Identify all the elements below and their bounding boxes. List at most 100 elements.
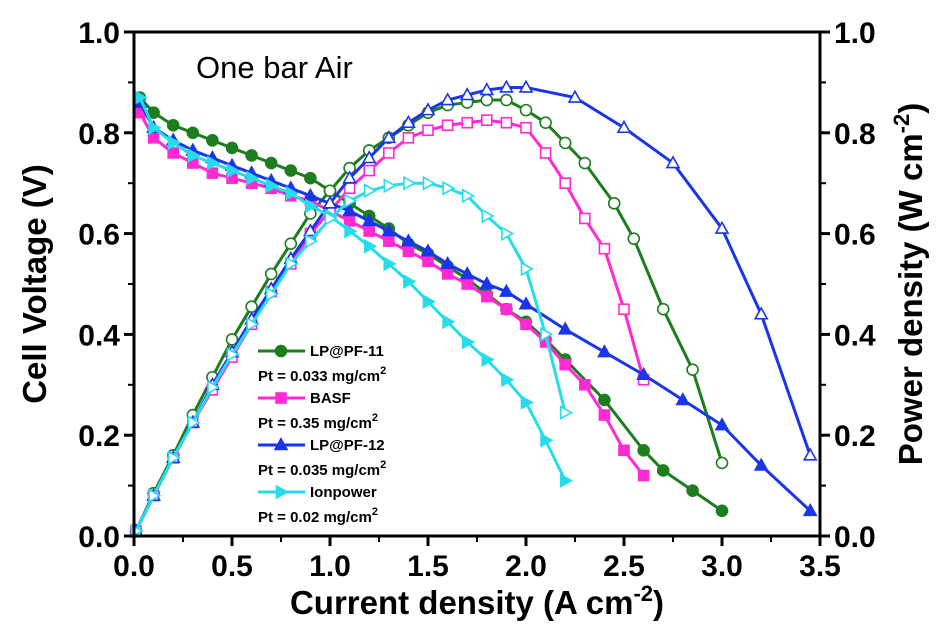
- legend-loading-text: Pt = 0.033 mg/cm: [258, 368, 380, 385]
- voltage-point: [285, 185, 299, 201]
- y-left-tick-label: 0.8: [78, 118, 120, 151]
- voltage-point: [304, 171, 317, 185]
- voltage-point: [381, 223, 397, 237]
- voltage-point: [675, 392, 691, 406]
- y-axis-right-label-sup: -2: [889, 114, 914, 134]
- voltage-point: [187, 148, 201, 163]
- voltage-point: [459, 266, 475, 280]
- plot-content: [128, 79, 818, 539]
- power-line: [134, 85, 812, 532]
- legend-series-name: LP@PF-11: [310, 343, 384, 360]
- power-point: [284, 237, 298, 250]
- power-point: [324, 211, 338, 226]
- voltage-point: [480, 290, 493, 303]
- legend-loading-sup: 2: [380, 365, 386, 377]
- power-point: [618, 303, 630, 316]
- legend-swatch-marker: [273, 437, 289, 451]
- voltage-point: [442, 314, 456, 330]
- power-point: [627, 232, 641, 245]
- legend-swatch-marker: [275, 484, 289, 500]
- power-point: [665, 155, 681, 169]
- voltage-point: [342, 203, 357, 217]
- power-point: [246, 316, 260, 332]
- voltage-point: [686, 484, 699, 497]
- voltage-point: [361, 213, 377, 227]
- power-point: [440, 92, 455, 106]
- y-right-tick-label: 0.6: [834, 219, 876, 252]
- x-axis-label-end: ): [653, 584, 664, 621]
- voltage-line: [138, 101, 812, 512]
- x-tick-label: 3.5: [799, 550, 841, 583]
- legend-loading-text: Pt = 0.35 mg/cm: [258, 415, 372, 432]
- voltage-point: [540, 432, 554, 448]
- voltage-point: [186, 126, 200, 140]
- voltage-point: [559, 358, 572, 371]
- power-point: [381, 130, 397, 144]
- voltage-point: [715, 504, 729, 518]
- x-tick-label: 0.5: [211, 550, 253, 583]
- x-tick-label: 1.5: [407, 550, 449, 583]
- power-point: [518, 79, 534, 93]
- legend-series-name: BASF: [310, 390, 351, 407]
- voltage-point: [246, 170, 260, 186]
- voltage-point: [578, 378, 591, 391]
- voltage-point: [520, 395, 534, 410]
- voltage-point: [206, 167, 219, 179]
- power-point: [520, 261, 534, 277]
- power-point: [402, 132, 415, 144]
- power-point: [148, 488, 162, 504]
- legend-series-name: Ionpower: [310, 484, 377, 501]
- power-point: [559, 177, 572, 189]
- voltage-point: [518, 296, 534, 310]
- power-point: [265, 286, 280, 302]
- power-point: [305, 233, 319, 249]
- voltage-point: [284, 164, 298, 177]
- voltage-point: [167, 147, 179, 159]
- chart-annotation: One bar Air: [196, 50, 353, 85]
- power-point: [401, 114, 416, 129]
- power-point: [420, 102, 436, 116]
- voltage-line: [138, 111, 645, 477]
- voltage-point: [343, 215, 356, 227]
- power-point: [322, 195, 338, 209]
- voltage-point: [383, 256, 397, 272]
- y-left-tick-label: 1.0: [78, 17, 120, 50]
- voltage-point: [501, 372, 515, 388]
- legend-loading-text: Pt = 0.035 mg/cm: [258, 462, 380, 479]
- voltage-point: [636, 366, 651, 381]
- power-point: [323, 184, 337, 198]
- power-point: [461, 116, 474, 129]
- voltage-point: [422, 294, 436, 310]
- y-right-tick-label: 0.0: [834, 521, 876, 554]
- power-point: [802, 447, 818, 461]
- power-point: [479, 82, 495, 96]
- power-point: [442, 180, 456, 196]
- x-axis-label-sup: -2: [633, 581, 653, 606]
- voltage-point: [363, 238, 378, 254]
- legend-item: BASF Pt = 0.35 mg/cm2: [258, 390, 378, 432]
- voltage-point: [147, 132, 160, 144]
- power-point: [558, 136, 572, 150]
- voltage-point: [802, 502, 818, 517]
- legend: LP@PF-11 Pt = 0.033 mg/cm2 BASF Pt = 0.35 m…: [258, 343, 386, 526]
- legend-loading-label: Pt = 0.033 mg/cm2: [258, 365, 386, 385]
- power-point: [520, 121, 532, 134]
- power-point: [363, 164, 376, 177]
- voltage-point: [656, 464, 670, 477]
- power-point: [226, 347, 240, 362]
- power-point: [363, 183, 378, 199]
- voltage-point: [753, 457, 769, 471]
- power-point: [167, 450, 182, 466]
- legend-loading-label: Pt = 0.035 mg/cm2: [258, 459, 386, 479]
- voltage-point: [422, 255, 434, 268]
- voltage-point: [167, 135, 182, 151]
- voltage-point: [166, 118, 180, 132]
- power-point: [264, 267, 278, 281]
- power-point: [715, 456, 729, 470]
- power-point: [481, 208, 495, 224]
- x-axis-label: Current density (A cm-2): [290, 581, 664, 621]
- axes-ticks: 0.0 0.5 1.0 1.5 2.0 2.5 3.0 3.50.00.20.40.60.81…: [78, 17, 876, 583]
- legend-series-name: LP@PF-12: [310, 437, 385, 454]
- power-point: [499, 79, 514, 93]
- y-right-tick-label: 1.0: [834, 17, 876, 50]
